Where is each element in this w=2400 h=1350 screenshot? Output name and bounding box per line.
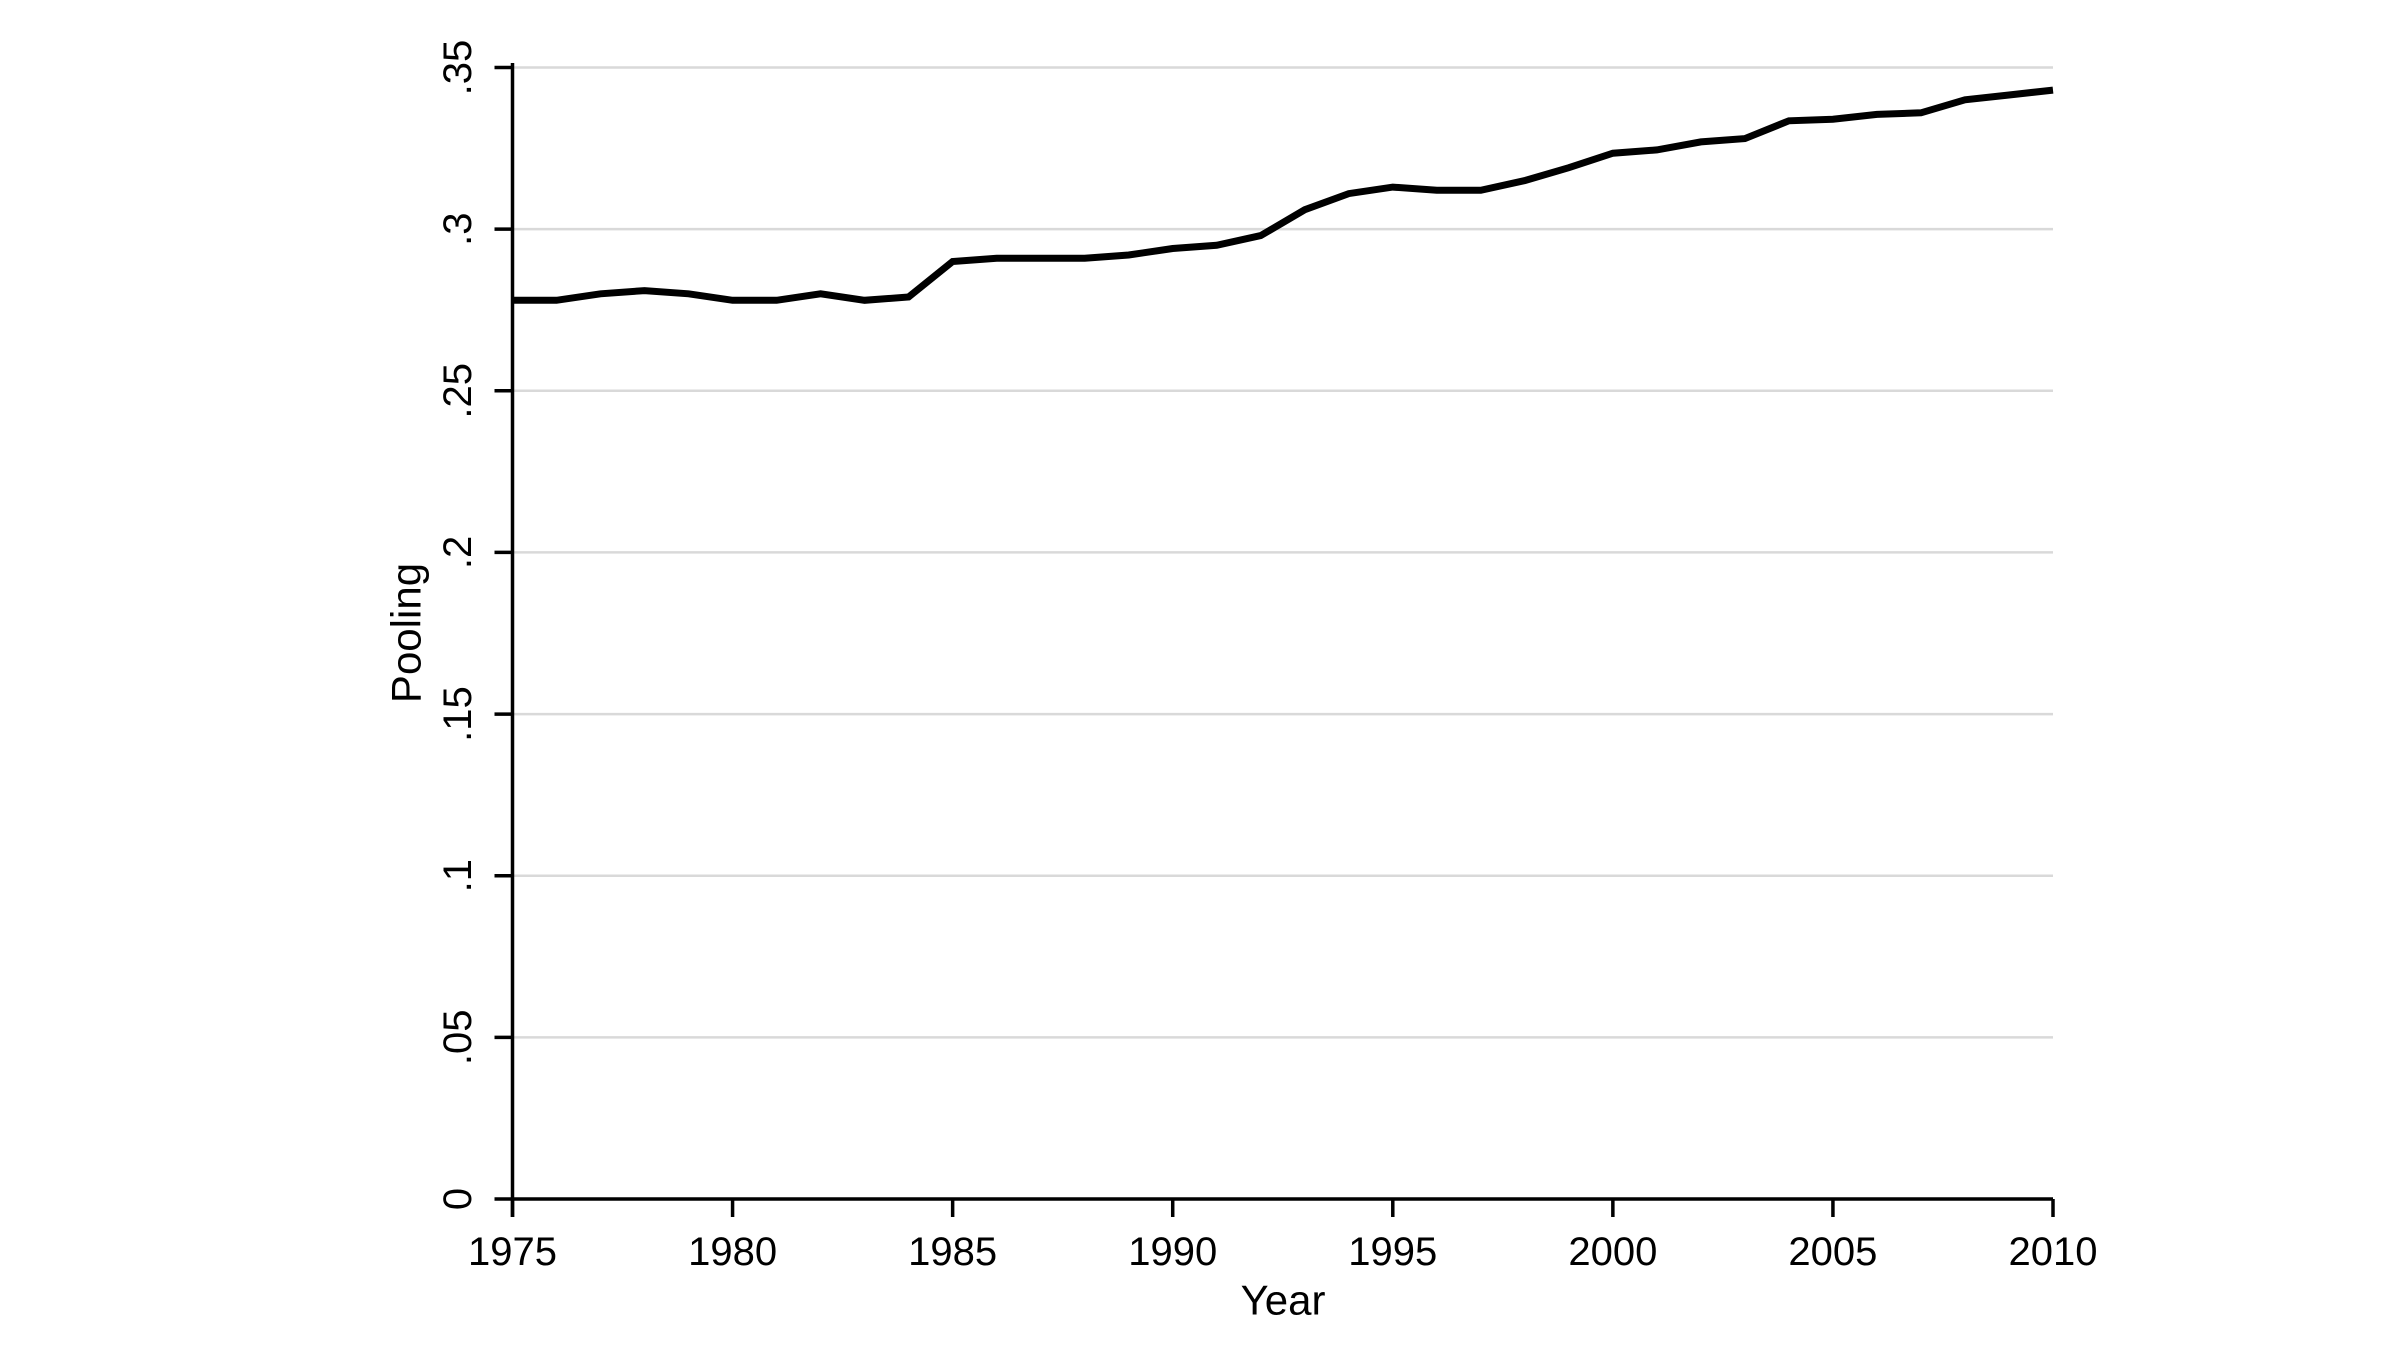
y-axis-title: Pooling (383, 563, 430, 703)
x-axis-title: Year (1241, 1277, 1326, 1324)
x-tick-label: 1995 (1348, 1230, 1437, 1274)
y-tick-label: .25 (436, 363, 480, 419)
x-tick-label: 2005 (1788, 1230, 1877, 1274)
x-tick-label: 1980 (688, 1230, 777, 1274)
x-tick-label: 1990 (1128, 1230, 1217, 1274)
x-tick-label: 2000 (1568, 1230, 1657, 1274)
y-tick-label: .1 (436, 859, 480, 892)
x-axis-ticks: 1975 1980 1985 1990 1995 2000 2005 2010 (468, 1199, 2097, 1274)
gridlines (512, 66, 2053, 1039)
axes (510, 63, 2053, 1217)
y-axis-ticks: 0 .05 .1 .15 .2 .25 .3 .35 (436, 40, 513, 1210)
x-tick-label: 1975 (468, 1230, 557, 1274)
y-tick-label: .3 (436, 212, 480, 245)
x-tick-label: 2010 (2009, 1230, 2098, 1274)
y-tick-label: .15 (436, 686, 480, 742)
y-tick-label: .05 (436, 1010, 480, 1066)
y-tick-label: .2 (436, 536, 480, 569)
y-tick-label: .35 (436, 40, 480, 96)
y-tick-label: 0 (436, 1188, 480, 1210)
pooling-series-line (512, 86, 2054, 304)
x-tick-label: 1985 (908, 1230, 997, 1274)
